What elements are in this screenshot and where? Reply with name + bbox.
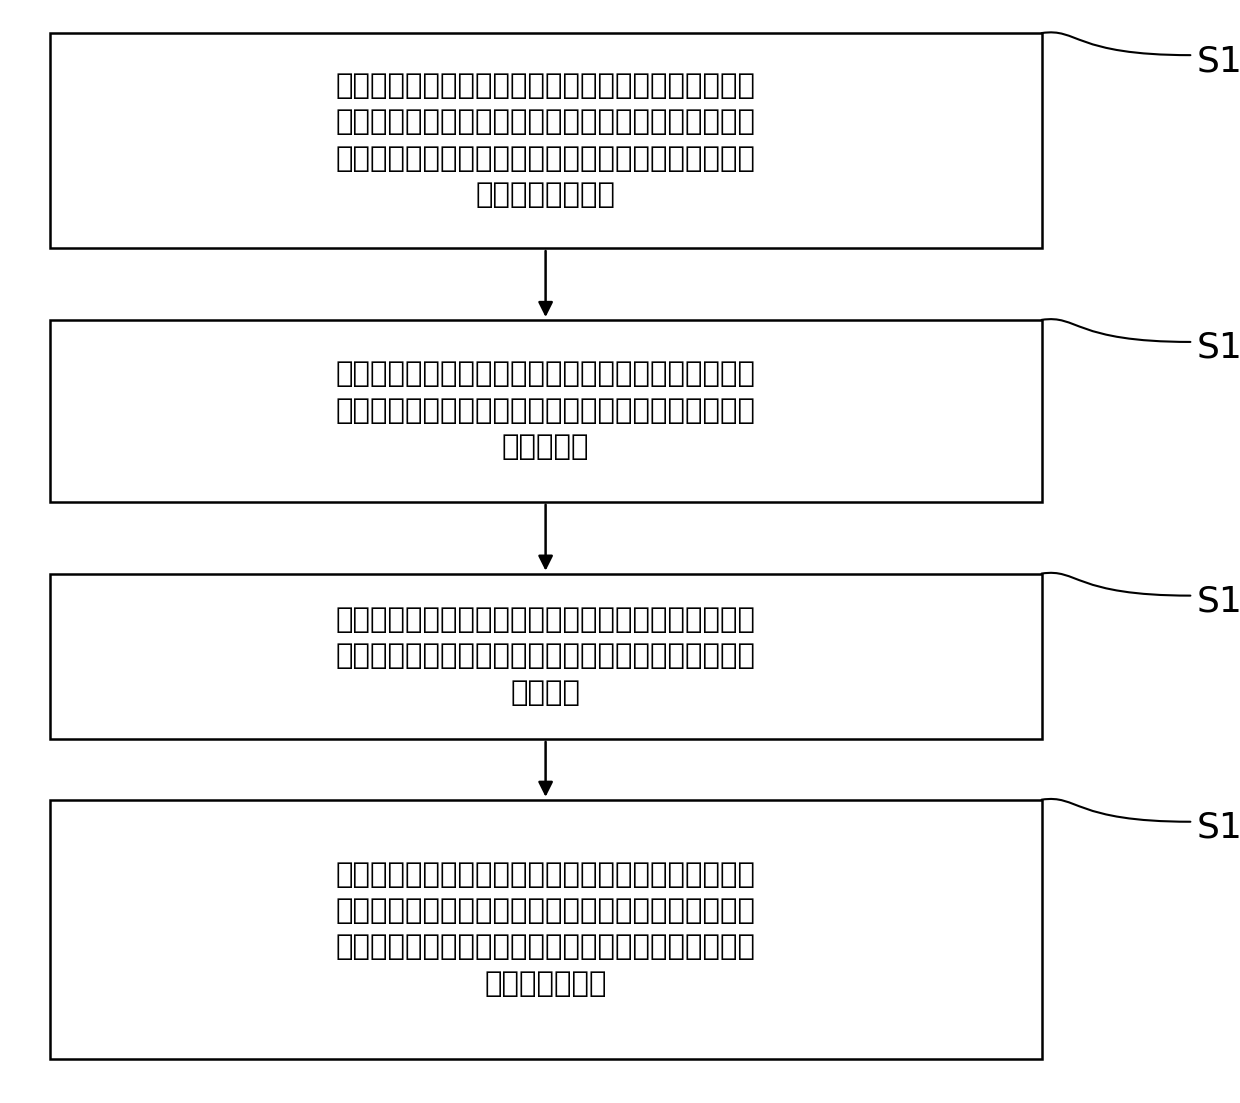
- FancyBboxPatch shape: [50, 800, 1042, 1059]
- Text: S120: S120: [1197, 331, 1240, 365]
- Text: 到的油筱油量与预设阈値进行比较，若低于预设阈値，: 到的油筱油量与预设阈値进行比较，若低于预设阈値，: [336, 108, 755, 137]
- Text: 服务服务器获取与所述车辆的当前位置的距离在第一预: 服务服务器获取与所述车辆的当前位置的距离在第一预: [336, 860, 755, 889]
- Text: S140: S140: [1197, 811, 1240, 845]
- Text: 则通过所述传感网络通信服务器将当前的油筱油量发送: 则通过所述传感网络通信服务器将当前的油筱油量发送: [336, 144, 755, 173]
- FancyBboxPatch shape: [50, 574, 1042, 739]
- FancyBboxPatch shape: [50, 33, 1042, 248]
- Text: 辆数目在第二预设范围内的多个加油站的信息发送至所: 辆数目在第二预设范围内的多个加油站的信息发送至所: [336, 933, 755, 962]
- Text: 低于预设油量，则将所述车辆的当前位置发送至所述服: 低于预设油量，则将所述车辆的当前位置发送至所述服: [336, 642, 755, 671]
- Text: 管理服务器将接收的油筱油量与预设油量进行比较，若: 管理服务器将接收的油筱油量与预设油量进行比较，若: [336, 606, 755, 634]
- FancyBboxPatch shape: [50, 320, 1042, 502]
- Text: 管理服务器: 管理服务器: [502, 433, 589, 461]
- Text: S130: S130: [1197, 585, 1240, 619]
- Text: 务服务器: 务服务器: [511, 678, 580, 707]
- Text: 感知控制模块实时检测所述车辆的油筱油量，并将检测: 感知控制模块实时检测所述车辆的油筱油量，并将检测: [336, 72, 755, 100]
- Text: 车辆所处的当前位置，并将车辆的当前位置发送至所述: 车辆所处的当前位置，并将车辆的当前位置发送至所述: [336, 397, 755, 425]
- Text: 设范围内的每个加油站的待加油车辆数目，将待加油车: 设范围内的每个加油站的待加油车辆数目，将待加油车: [336, 897, 755, 925]
- Text: 至所述管理服务器: 至所述管理服务器: [476, 181, 615, 210]
- Text: S110: S110: [1197, 44, 1240, 78]
- Text: 述用户终端设备: 述用户终端设备: [485, 970, 606, 998]
- Text: 感知控制模块还接收安装于所述车辆的定位装置采集的: 感知控制模块还接收安装于所述车辆的定位装置采集的: [336, 361, 755, 388]
